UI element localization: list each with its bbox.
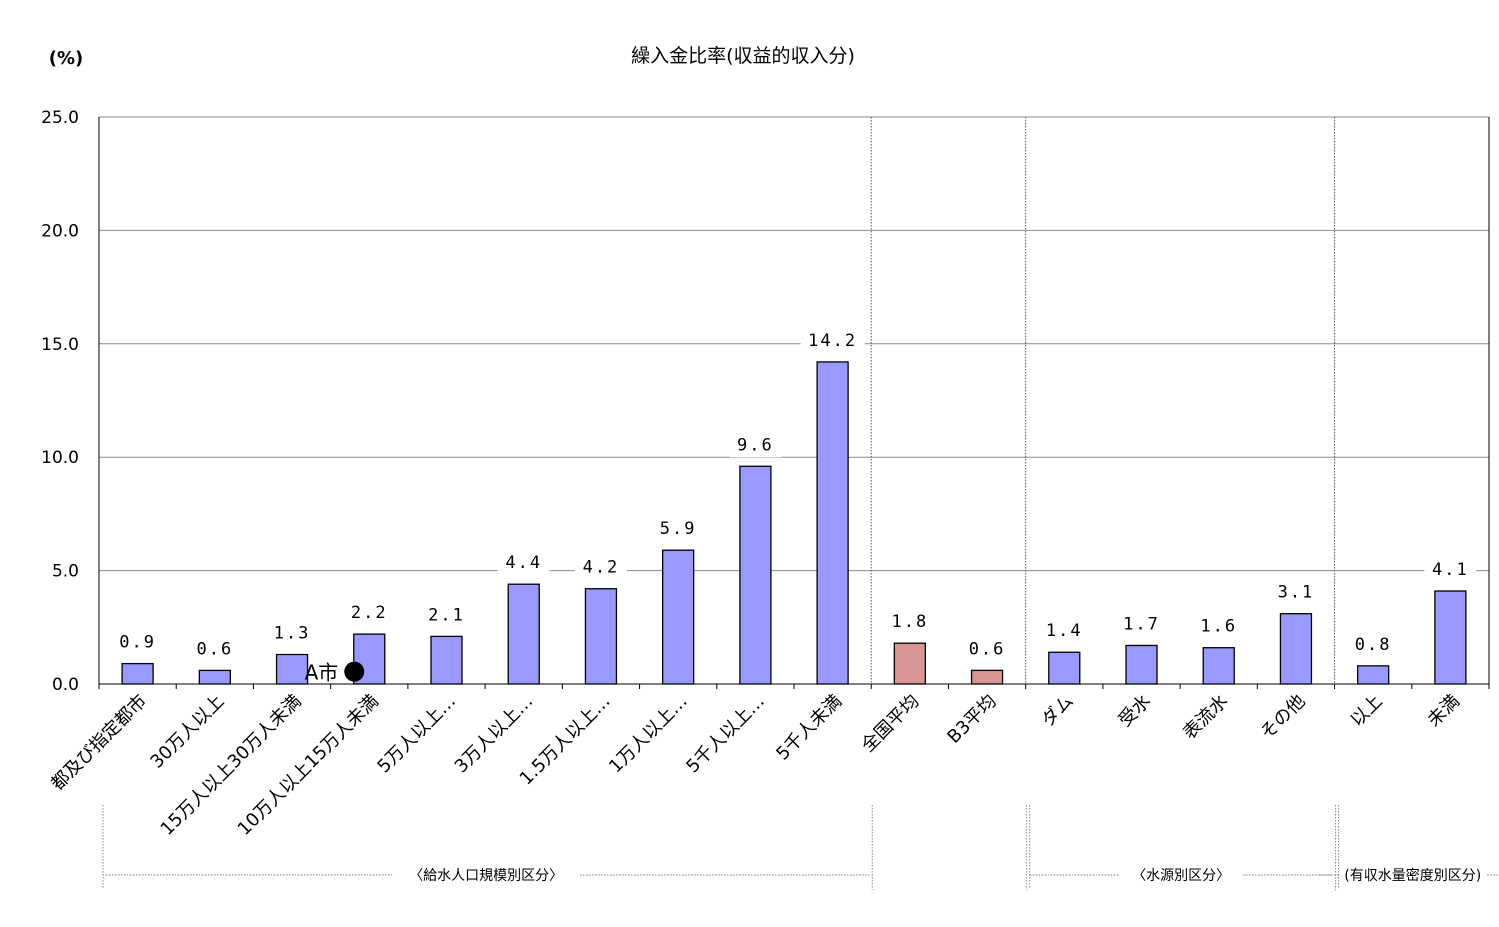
y-tick-label: 25.0 — [41, 108, 79, 128]
data-label: 0.8 — [1355, 635, 1392, 655]
x-tick-label: B3平均 — [943, 691, 1000, 748]
x-tick-label: 受水 — [1115, 691, 1155, 731]
group-label: 〈水源別区分〉 — [1132, 868, 1230, 884]
x-tick-label: 5万人以上… — [373, 691, 460, 778]
bar — [970, 669, 1004, 685]
data-label: 1.8 — [891, 612, 928, 632]
y-tick-label: 5.0 — [52, 562, 79, 582]
data-label-bg — [188, 637, 241, 662]
bar — [275, 653, 309, 685]
x-tick-label: 10万人以上15万人未満 — [234, 691, 383, 840]
y-tick-label: 0.0 — [52, 675, 79, 695]
chart-title: 繰入金比率(収益的収入分) — [631, 45, 855, 67]
data-label-bg — [266, 621, 319, 646]
data-label-bg — [497, 551, 550, 576]
y-tick-label: 15.0 — [41, 335, 79, 355]
data-label-bg — [961, 637, 1014, 662]
data-label: 1.3 — [274, 624, 311, 644]
bar — [1202, 647, 1235, 685]
bar — [198, 669, 231, 685]
x-tick-label: 以上 — [1346, 691, 1386, 731]
bar — [1279, 613, 1313, 685]
data-label: 0.6 — [969, 639, 1006, 659]
x-tick-label: 都及び指定都市 — [47, 691, 151, 795]
bar — [507, 583, 540, 685]
bar — [121, 662, 154, 685]
data-label-bg — [111, 630, 164, 655]
x-tick-label: 未満 — [1424, 691, 1464, 731]
bar — [584, 588, 618, 685]
data-label: 2.1 — [428, 605, 465, 625]
data-label-bg — [1347, 632, 1400, 657]
x-tick-label: 30万人以上 — [146, 691, 228, 773]
bar — [1125, 644, 1158, 685]
data-label-bg — [1424, 558, 1477, 583]
bar — [1434, 590, 1467, 685]
x-tick-label: ダム — [1038, 691, 1078, 731]
bar — [662, 549, 695, 685]
group-label: (有収水量密度別区分) — [1344, 867, 1481, 884]
data-label: 4.4 — [505, 553, 542, 573]
data-label: 4.2 — [583, 558, 620, 578]
y-tick-label: 20.0 — [41, 221, 79, 241]
data-label: 9.6 — [737, 435, 774, 455]
data-label: 1.6 — [1200, 617, 1237, 637]
bar — [739, 465, 772, 685]
data-label: 14.2 — [808, 331, 857, 351]
x-tick-label: 1万人以上… — [605, 691, 692, 778]
plot-area: 0.0 5.0 10.0 15.0 20.0 25.0 0.9 0.6 1.3 2.2 2.1 4.4… — [41, 108, 1499, 890]
data-label: 2.2 — [351, 603, 388, 623]
data-label: 0.9 — [119, 633, 156, 653]
data-label: 5.9 — [660, 519, 697, 539]
bar — [1357, 665, 1390, 685]
data-label-bg — [729, 433, 782, 458]
y-tick-label: 10.0 — [41, 448, 79, 468]
bar — [430, 635, 463, 685]
data-label-bg — [1269, 580, 1322, 605]
x-tick-label: 5千人未満 — [772, 691, 846, 765]
data-label: 3.1 — [1278, 583, 1315, 603]
data-label-bg — [652, 517, 705, 542]
x-tick-label: その他 — [1256, 691, 1309, 744]
data-label-bg — [800, 328, 865, 353]
data-label-bg — [420, 603, 473, 628]
y-axis-unit-label: (%) — [49, 48, 84, 69]
data-label: 4.1 — [1432, 560, 1469, 580]
data-label-bg — [1038, 619, 1091, 644]
x-tick-label: 表流水 — [1179, 691, 1232, 744]
data-label: 1.7 — [1123, 614, 1160, 634]
x-tick-label: 全国平均 — [858, 691, 924, 757]
x-tick-label: 3万人以上… — [451, 691, 538, 778]
x-tick-label: 5千人以上… — [682, 691, 769, 778]
marker-dot — [344, 661, 365, 682]
x-tick-label: 15万人以上30万人未満 — [157, 691, 306, 840]
data-label-bg — [883, 610, 936, 635]
bar — [893, 642, 926, 685]
group-label: 〈給水人口規模別区分〉 — [409, 868, 563, 884]
data-label: 0.6 — [196, 639, 233, 659]
data-label-bg — [1192, 614, 1245, 639]
marker-label: A市 — [305, 661, 339, 685]
data-label-bg — [1115, 612, 1168, 637]
data-label-bg — [574, 555, 627, 580]
data-label-bg — [343, 601, 396, 626]
data-label: 1.4 — [1046, 621, 1083, 641]
bar — [816, 361, 849, 685]
bar — [1048, 651, 1081, 685]
